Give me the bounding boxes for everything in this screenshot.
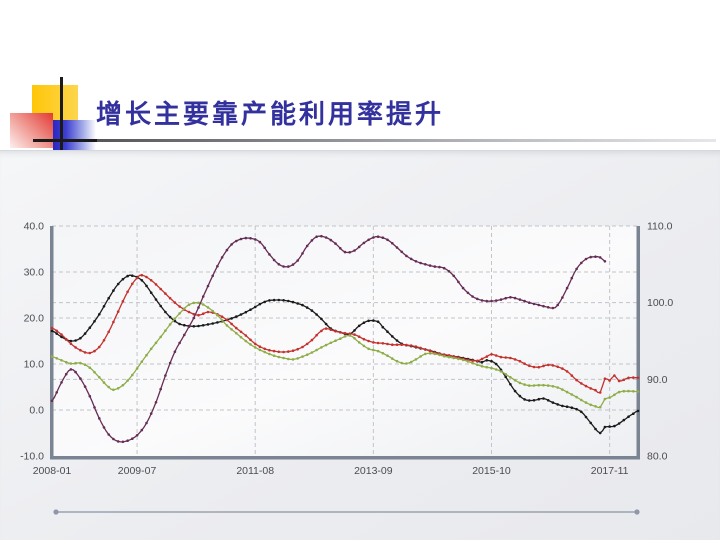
decor-horizontal-line xyxy=(33,139,97,142)
left-axis-tick: 30.0 xyxy=(24,267,45,279)
left-axis-tick: 20.0 xyxy=(24,313,45,325)
left-axis-tick: 40.0 xyxy=(24,221,45,233)
axis-labels: 40.0 30.0 20.0 10.0 0.0 -10.0 110.0 100.0 90.0 80… xyxy=(20,221,673,478)
bottom-rule-left-dot xyxy=(53,509,59,515)
title-divider xyxy=(97,139,716,142)
x-axis-tick: 2009-07 xyxy=(118,465,157,477)
line-chart: 40.0 30.0 20.0 10.0 0.0 -10.0 110.0 100.0 90.0 80… xyxy=(20,221,673,478)
gridlines xyxy=(52,225,638,456)
title-area: 增长主要靠产能利用率提升 xyxy=(0,0,720,155)
series-red xyxy=(50,273,640,394)
left-axis-tick: 0.0 xyxy=(29,405,44,417)
x-axis-tick: 2011-08 xyxy=(236,465,274,477)
decor-red-square xyxy=(10,113,53,148)
right-axis-tick: 100.0 xyxy=(647,297,673,309)
x-axis-tick: 2015-10 xyxy=(472,465,511,477)
bottom-rule-right-dot xyxy=(634,509,640,515)
axis-bars xyxy=(50,226,640,460)
left-axis-tick: -10.0 xyxy=(20,451,44,463)
right-axis-tick: 80.0 xyxy=(647,451,668,463)
slide-title: 增长主要靠产能利用率提升 xyxy=(96,100,445,129)
left-axis-tick: 10.0 xyxy=(24,359,45,371)
plot-area xyxy=(52,226,638,456)
x-axis-tick: 2013-09 xyxy=(354,465,393,477)
series-green xyxy=(50,301,640,409)
x-axis-tick: 2017-11 xyxy=(591,465,629,477)
series-purple xyxy=(50,234,607,444)
x-axis-tick: 2008-01 xyxy=(33,465,72,477)
right-axis-tick: 110.0 xyxy=(647,221,673,233)
decor-vertical-line xyxy=(60,77,63,155)
right-axis-tick: 90.0 xyxy=(647,374,668,386)
bottom-rule xyxy=(53,509,640,515)
